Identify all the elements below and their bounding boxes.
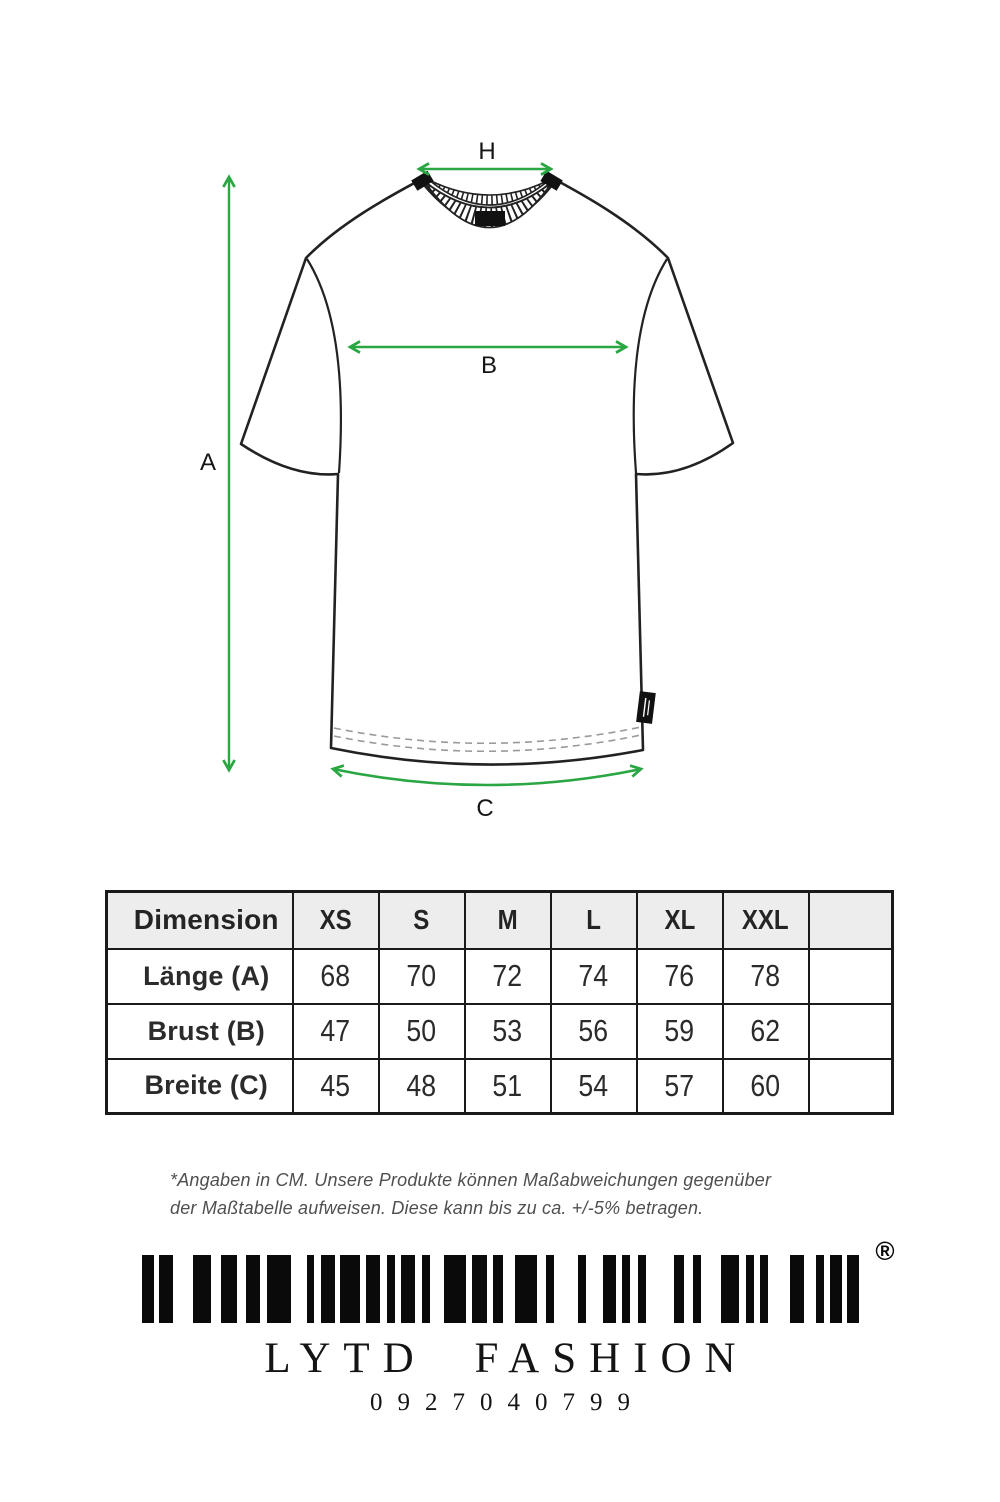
- barcode-bar: [245, 1255, 260, 1323]
- row-label: Brust (B): [105, 1002, 294, 1060]
- disclaimer-text: *Angaben in CM. Unsere Produkte können M…: [170, 1167, 870, 1223]
- size-table: Dimension XS S M L XL XXL Länge (A) 68 7…: [105, 890, 894, 1115]
- label-C: C: [476, 795, 493, 822]
- cell-value: 68: [291, 947, 380, 1005]
- barcode-bar: [158, 1255, 173, 1323]
- cell-value: 72: [463, 947, 552, 1005]
- disclaimer-line-1: *Angaben in CM. Unsere Produkte können M…: [170, 1170, 772, 1190]
- header-dimension: Dimension: [105, 890, 294, 950]
- header-size: L: [549, 890, 638, 950]
- barcode-bar: [637, 1255, 646, 1323]
- left-armhole-seam: [306, 258, 343, 474]
- cell-value: 62: [721, 1002, 810, 1060]
- side-seam-tag: [636, 691, 656, 724]
- header-size: XS: [291, 890, 380, 950]
- cell-value: 45: [291, 1057, 380, 1115]
- barcode-bar: [306, 1255, 314, 1323]
- cell-value: 76: [635, 947, 724, 1005]
- label-H: H: [478, 138, 495, 165]
- cell-value: 60: [721, 1057, 810, 1115]
- barcode-bar: [320, 1255, 335, 1323]
- tshirt-body-outline: [239, 178, 735, 766]
- barcode-bar: [789, 1255, 804, 1323]
- hem-stitch-line: [333, 726, 642, 745]
- cell-empty: [807, 947, 894, 1005]
- barcode-bar: [673, 1255, 684, 1323]
- cell-empty: [807, 1002, 894, 1060]
- barcode-bar: [577, 1255, 586, 1323]
- barcode-bar: [492, 1255, 503, 1323]
- cell-value: 54: [549, 1057, 638, 1115]
- table-row: Länge (A) 68 70 72 74 76 78: [105, 947, 894, 1005]
- barcode-bar: [192, 1255, 211, 1323]
- neck-label-tag: [475, 211, 505, 226]
- hem-stitch-line: [333, 734, 642, 753]
- header-size: XL: [635, 890, 724, 950]
- barcode-bar: [602, 1255, 616, 1323]
- barcode-bar: [141, 1255, 154, 1323]
- cell-empty: [807, 1057, 894, 1115]
- barcode-bar: [386, 1255, 395, 1323]
- row-label: Breite (C): [105, 1057, 294, 1115]
- barcode-bar: [692, 1255, 701, 1323]
- header-size: XXL: [721, 890, 810, 950]
- barcode-bars: ®: [141, 1236, 895, 1323]
- barcode-bar: [471, 1255, 487, 1323]
- size-table-header-row: Dimension XS S M L XL XXL: [105, 890, 894, 950]
- cell-value: 56: [549, 1002, 638, 1060]
- collar: [411, 170, 563, 229]
- cell-value: 53: [463, 1002, 552, 1060]
- cell-value: 47: [291, 1002, 380, 1060]
- cell-value: 57: [635, 1057, 724, 1115]
- barcode-number: 0927040799: [370, 1389, 645, 1416]
- right-armhole-seam: [632, 258, 668, 474]
- barcode-bar: [720, 1255, 739, 1323]
- barcode-bar: [421, 1255, 430, 1323]
- cell-value: 50: [377, 1002, 466, 1060]
- cell-value: 78: [721, 947, 810, 1005]
- barcode-bar: [621, 1255, 630, 1323]
- registered-trademark-symbol: ®: [875, 1236, 895, 1266]
- barcode: ®: [0, 1236, 1000, 1323]
- barcode-bar: [443, 1255, 466, 1323]
- label-B: B: [481, 352, 497, 379]
- tshirt-measurement-diagram: A H B C: [200, 138, 735, 822]
- header-empty: [807, 890, 894, 950]
- cell-value: 59: [635, 1002, 724, 1060]
- cell-value: 74: [549, 947, 638, 1005]
- barcode-bar: [400, 1255, 415, 1323]
- tshirt-drawing: A H B C: [200, 138, 735, 822]
- barcode-bar: [339, 1255, 360, 1323]
- barcode-bar: [759, 1255, 768, 1323]
- disclaimer-line-2: der Maßtabelle aufweisen. Diese kann bis…: [170, 1197, 704, 1218]
- barcode-bar: [815, 1255, 824, 1323]
- cell-value: 51: [463, 1057, 552, 1115]
- cell-value: 70: [377, 947, 466, 1005]
- cell-value: 48: [377, 1057, 466, 1115]
- brand-name: LYTD FASHION: [264, 1335, 749, 1382]
- barcode-bar: [220, 1255, 237, 1323]
- header-size: M: [463, 890, 552, 950]
- barcode-bar: [514, 1255, 537, 1323]
- table-row: Brust (B) 47 50 53 56 59 62: [105, 1002, 894, 1060]
- barcode-bar: [745, 1255, 754, 1323]
- barcode-bar: [266, 1255, 291, 1323]
- barcode-bar: [829, 1255, 842, 1323]
- measure-arrow-C: [333, 769, 641, 787]
- table-row: Breite (C) 45 48 51 54 57 60: [105, 1057, 894, 1115]
- barcode-bar: [545, 1255, 554, 1323]
- label-A: A: [200, 449, 216, 476]
- barcode-bar: [846, 1255, 859, 1323]
- barcode-bar: [365, 1255, 380, 1323]
- header-size: S: [377, 890, 466, 950]
- row-label: Länge (A): [105, 947, 294, 1005]
